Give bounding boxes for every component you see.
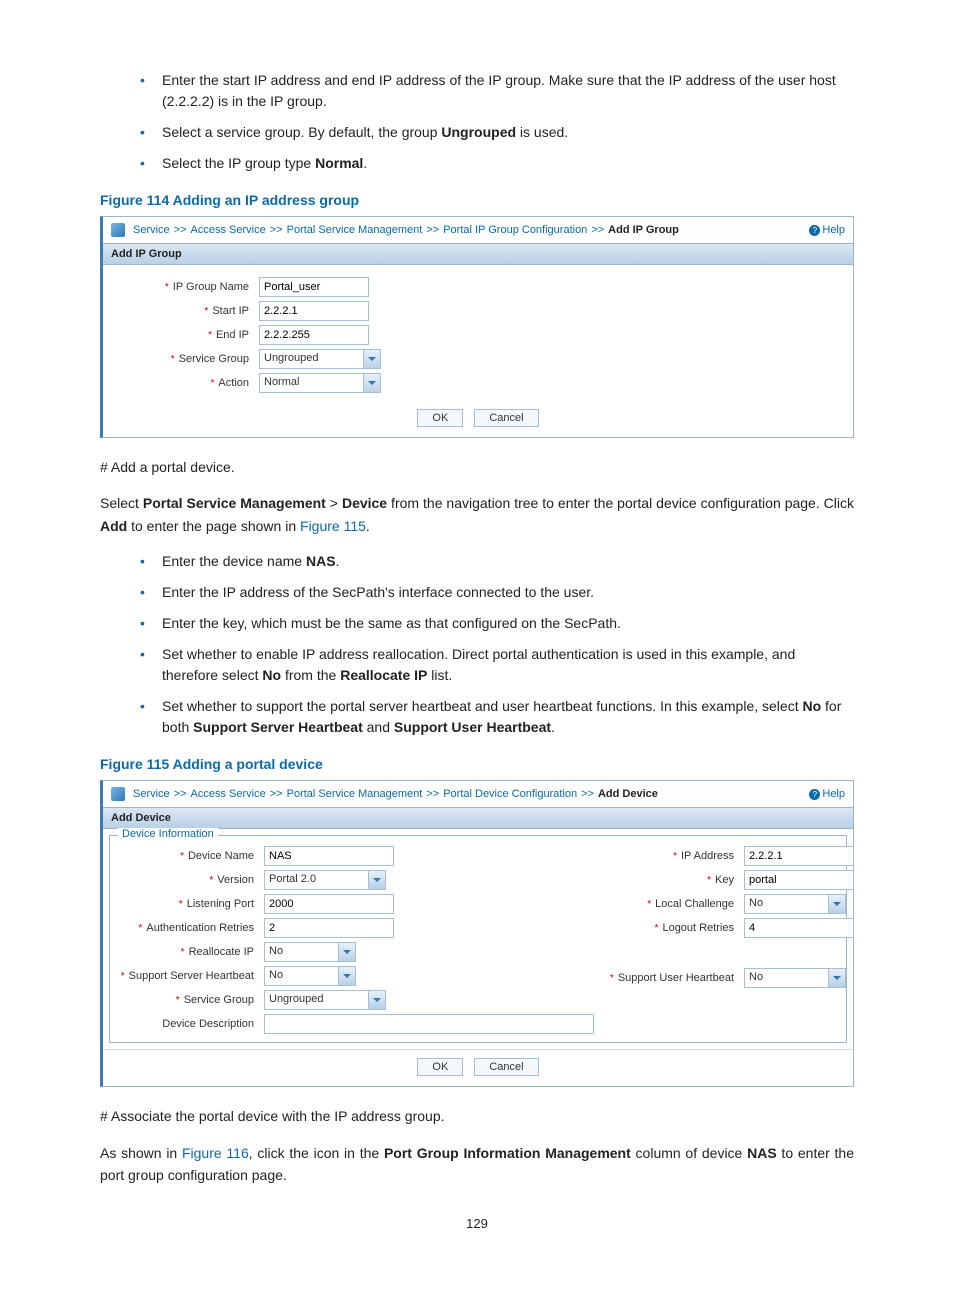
section-header: Add IP Group xyxy=(103,243,853,265)
version-label: Version xyxy=(114,874,264,886)
key-label: Key xyxy=(594,874,744,886)
ok-button[interactable]: OK xyxy=(417,409,463,427)
list-item: Enter the device name NAS. xyxy=(140,551,854,572)
device-desc-label: Device Description xyxy=(114,1018,264,1030)
crumb-access-service[interactable]: Access Service xyxy=(191,788,266,800)
button-row: OK Cancel xyxy=(103,1049,853,1086)
crumb-service[interactable]: Service xyxy=(133,224,170,236)
chevron-down-icon xyxy=(363,374,380,392)
chevron-down-icon xyxy=(828,969,845,987)
figure-115-caption: Figure 115 Adding a portal device xyxy=(100,756,854,772)
crumb-current: Add IP Group xyxy=(608,224,679,236)
support-server-hb-label: Support Server Heartbeat xyxy=(114,970,264,982)
end-ip-input[interactable] xyxy=(259,325,369,345)
figure-115-link[interactable]: Figure 115 xyxy=(300,518,366,534)
list-item: Set whether to enable IP address realloc… xyxy=(140,644,854,686)
version-select[interactable]: Portal 2.0 xyxy=(264,870,386,890)
section-header: Add Device xyxy=(103,807,853,829)
logout-retries-input[interactable] xyxy=(744,918,854,938)
service-group-label-2: Service Group xyxy=(114,994,264,1006)
page-number: 129 xyxy=(100,1216,854,1231)
service-icon xyxy=(111,223,125,237)
list-item: Enter the start IP address and end IP ad… xyxy=(140,70,854,112)
add-ip-group-panel: Service>> Access Service>> Portal Servic… xyxy=(100,216,854,438)
cancel-button[interactable]: Cancel xyxy=(474,1058,538,1076)
list-item: Select a service group. By default, the … xyxy=(140,122,854,143)
service-group-select-2[interactable]: Ungrouped xyxy=(264,990,386,1010)
logout-retries-label: Logout Retries xyxy=(594,922,744,934)
device-info-fieldset: Device Information Device Name Version P… xyxy=(109,835,847,1043)
crumb-current: Add Device xyxy=(598,788,658,800)
ok-button[interactable]: OK xyxy=(417,1058,463,1076)
key-input[interactable] xyxy=(744,870,854,890)
service-group-label: Service Group xyxy=(109,353,259,365)
ip-address-input[interactable] xyxy=(744,846,854,866)
add-portal-heading: # Add a portal device. xyxy=(100,456,854,478)
start-ip-input[interactable] xyxy=(259,301,369,321)
chevron-down-icon xyxy=(368,991,385,1009)
auth-retries-input[interactable] xyxy=(264,918,394,938)
ip-group-name-input[interactable] xyxy=(259,277,369,297)
action-label: Action xyxy=(109,377,259,389)
service-icon xyxy=(111,787,125,801)
associate-heading: # Associate the portal device with the I… xyxy=(100,1105,854,1127)
device-name-input[interactable] xyxy=(264,846,394,866)
crumb-service[interactable]: Service xyxy=(133,788,170,800)
list-item: Select the IP group type Normal. xyxy=(140,153,854,174)
crumb-ip-group-config[interactable]: Portal IP Group Configuration xyxy=(443,224,587,236)
end-ip-label: End IP xyxy=(109,329,259,341)
chevron-down-icon xyxy=(828,895,845,913)
auth-retries-label: Authentication Retries xyxy=(114,922,264,934)
instruction-list-2: Enter the device name NAS. Enter the IP … xyxy=(100,551,854,738)
fieldset-legend: Device Information xyxy=(118,828,218,840)
button-row: OK Cancel xyxy=(103,401,853,437)
help-link[interactable]: ?Help xyxy=(809,224,845,236)
start-ip-label: Start IP xyxy=(109,305,259,317)
support-server-hb-select[interactable]: No xyxy=(264,966,356,986)
device-name-label: Device Name xyxy=(114,850,264,862)
figure-116-link[interactable]: Figure 116 xyxy=(182,1145,249,1161)
help-link[interactable]: ?Help xyxy=(809,788,845,800)
portal-paragraph: Select Portal Service Management > Devic… xyxy=(100,492,854,537)
list-item: Set whether to support the portal server… xyxy=(140,696,854,738)
action-select[interactable]: Normal xyxy=(259,373,381,393)
support-user-hb-select[interactable]: No xyxy=(744,968,846,988)
breadcrumb: Service>> Access Service>> Portal Servic… xyxy=(103,781,853,807)
local-challenge-label: Local Challenge xyxy=(594,898,744,910)
crumb-device-config[interactable]: Portal Device Configuration xyxy=(443,788,577,800)
associate-paragraph: As shown in Figure 116, click the icon i… xyxy=(100,1142,854,1187)
listening-port-input[interactable] xyxy=(264,894,394,914)
form-body: IP Group Name Start IP End IP Service Gr… xyxy=(103,265,853,401)
instruction-list-1: Enter the start IP address and end IP ad… xyxy=(100,70,854,174)
crumb-access-service[interactable]: Access Service xyxy=(191,224,266,236)
cancel-button[interactable]: Cancel xyxy=(474,409,538,427)
ip-group-name-label: IP Group Name xyxy=(109,281,259,293)
device-desc-input[interactable] xyxy=(264,1014,594,1034)
help-icon: ? xyxy=(809,225,820,236)
list-item: Enter the key, which must be the same as… xyxy=(140,613,854,634)
chevron-down-icon xyxy=(338,943,355,961)
list-item: Enter the IP address of the SecPath's in… xyxy=(140,582,854,603)
chevron-down-icon xyxy=(368,871,385,889)
local-challenge-select[interactable]: No xyxy=(744,894,846,914)
listening-port-label: Listening Port xyxy=(114,898,264,910)
crumb-portal-service-mgmt[interactable]: Portal Service Management xyxy=(287,788,423,800)
ip-address-label: IP Address xyxy=(594,850,744,862)
chevron-down-icon xyxy=(338,967,355,985)
help-icon: ? xyxy=(809,789,820,800)
service-group-select[interactable]: Ungrouped xyxy=(259,349,381,369)
breadcrumb: Service>> Access Service>> Portal Servic… xyxy=(103,217,853,243)
figure-114-caption: Figure 114 Adding an IP address group xyxy=(100,192,854,208)
support-user-hb-label: Support User Heartbeat xyxy=(594,972,744,984)
add-device-panel: Service>> Access Service>> Portal Servic… xyxy=(100,780,854,1087)
crumb-portal-service-mgmt[interactable]: Portal Service Management xyxy=(287,224,423,236)
chevron-down-icon xyxy=(363,350,380,368)
reallocate-ip-label: Reallocate IP xyxy=(114,946,264,958)
reallocate-ip-select[interactable]: No xyxy=(264,942,356,962)
